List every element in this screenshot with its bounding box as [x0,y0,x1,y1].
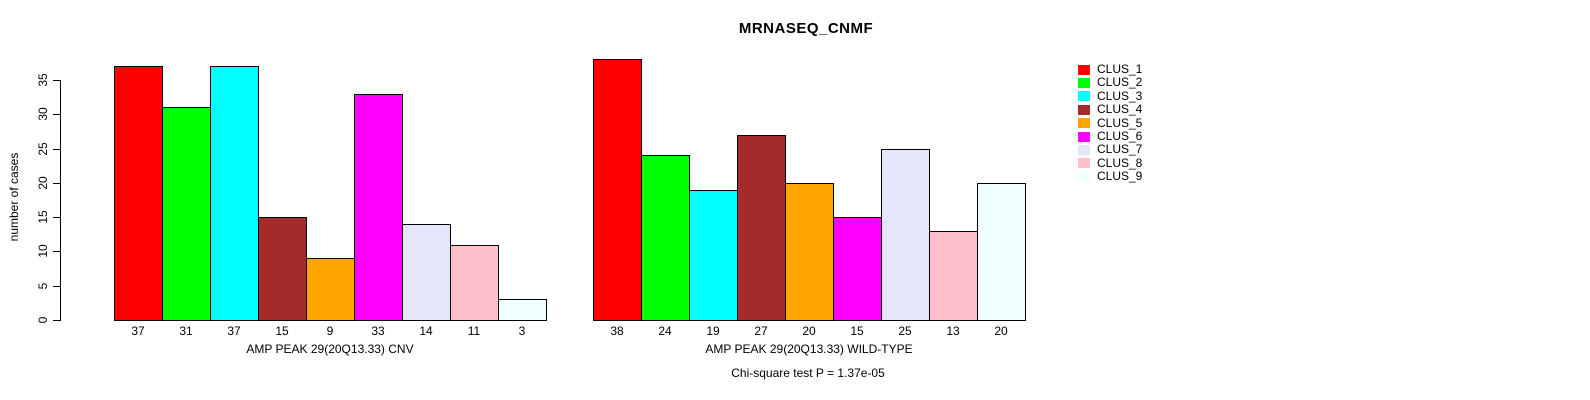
legend-item-clus_4: CLUS_4 [1078,102,1143,117]
bar-clus_9 [977,183,1026,321]
legend-item-clus_6: CLUS_6 [1078,128,1143,143]
y-axis-tick [53,251,60,252]
bar-clus_6 [833,217,882,321]
bar-clus_3 [210,66,259,321]
legend-item-clus_2: CLUS_2 [1078,75,1143,90]
y-axis-tick [53,286,60,287]
bar-clus_2 [162,107,211,321]
legend-swatch-clus_9 [1078,171,1090,182]
legend-swatch-clus_3 [1078,91,1090,102]
bar-clus_9 [498,299,547,321]
legend-swatch-clus_1 [1078,64,1090,75]
legend-item-clus_1: CLUS_1 [1078,62,1143,76]
bar-value-label: 38 [610,324,624,338]
legend-swatch-clus_8 [1078,158,1090,169]
bar-value-label: 3 [518,324,526,338]
legend-swatch-clus_4 [1078,104,1090,115]
legend-swatch-clus_7 [1078,145,1090,156]
legend-item-label: CLUS_5 [1097,115,1143,130]
bar-clus_7 [881,149,930,321]
bar-value-label: 20 [994,324,1008,338]
bar-value-label: 37 [227,324,241,338]
bar-value-label: 11 [467,324,481,338]
bar-clus_1 [114,66,163,321]
bar-value-label: 9 [326,324,334,338]
bar-clus_5 [785,183,834,321]
legend: CLUS_1 CLUS_2 CLUS_3 CLUS_4 CLUS_5 CLUS_6 CLUS… [1078,62,1143,184]
left-chart-x-axis-label: AMP PEAK 29(20Q13.33) CNV [246,342,414,356]
y-axis-line [60,80,61,321]
legend-item-label: CLUS_7 [1097,142,1143,157]
bar-clus_1 [593,59,642,321]
legend-swatch-clus_2 [1078,78,1090,89]
legend-item-label: CLUS_8 [1097,155,1143,170]
bar-value-label: 31 [179,324,193,338]
right-chart-x-axis-label: AMP PEAK 29(20Q13.33) WILD-TYPE [705,342,913,356]
bar-clus_6 [354,94,403,321]
legend-item-clus_9: CLUS_9 [1078,169,1143,184]
bar-value-label: 37 [131,324,145,338]
bar-value-label: 24 [658,324,672,338]
bar-value-label: 15 [275,324,289,338]
y-axis-tick [53,114,60,115]
legend-item-clus_7: CLUS_7 [1078,142,1143,157]
y-axis-tick [53,80,60,81]
legend-item-label: CLUS_1 [1097,62,1143,76]
legend-item-label: CLUS_2 [1097,75,1143,90]
legend-item-clus_5: CLUS_5 [1078,115,1143,130]
legend-swatch-clus_5 [1078,118,1090,129]
legend-item-label: CLUS_6 [1097,128,1143,143]
bar-clus_3 [689,190,738,321]
bar-value-label: 13 [946,324,960,338]
bar-value-label: 14 [419,324,433,338]
bar-clus_8 [450,245,499,321]
legend-swatch-clus_6 [1078,131,1090,142]
bar-clus_4 [737,135,786,321]
bar-value-label: 20 [802,324,816,338]
legend-item-clus_8: CLUS_8 [1078,155,1143,170]
y-axis-tick [53,217,60,218]
bar-value-label: 15 [850,324,864,338]
legend-item-label: CLUS_9 [1097,169,1143,184]
bar-clus_8 [929,231,978,321]
chart-main-title: MRNASEQ_CNMF [738,20,874,37]
y-axis-tick [53,183,60,184]
bar-value-label: 27 [754,324,768,338]
chi-square-test-note: Chi-square test P = 1.37e-05 [731,366,885,380]
bar-clus_2 [641,155,690,321]
bar-value-label: 33 [371,324,385,338]
legend-item-clus_3: CLUS_3 [1078,88,1143,103]
bar-value-label: 19 [706,324,720,338]
y-axis-tick [53,320,60,321]
y-axis-tick [53,149,60,150]
bar-clus_5 [306,258,355,321]
legend-item-label: CLUS_3 [1097,88,1143,103]
legend-item-label: CLUS_4 [1097,102,1143,117]
bar-value-label: 25 [898,324,912,338]
